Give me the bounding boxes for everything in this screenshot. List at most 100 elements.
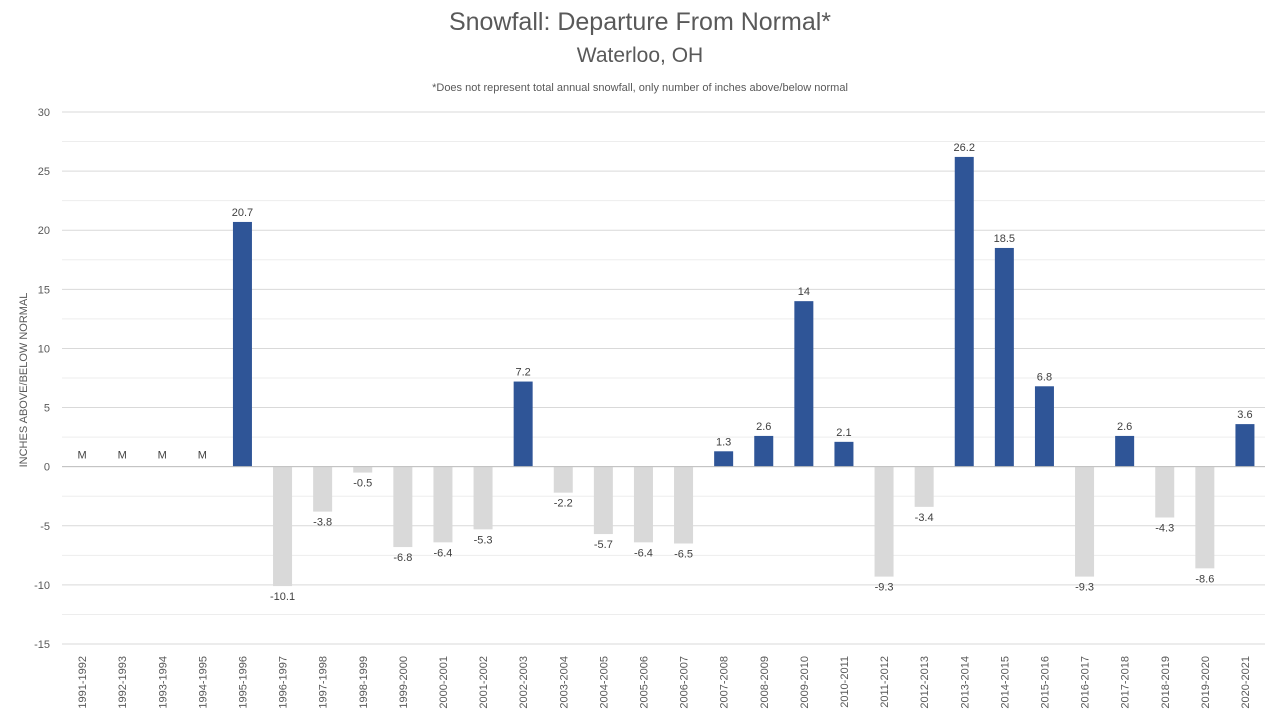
data-label: 26.2: [954, 142, 975, 154]
x-tick-label: 2016-2017: [1080, 656, 1092, 709]
data-label: 18.5: [994, 233, 1015, 245]
data-label: -3.8: [313, 517, 332, 529]
y-tick-label: -5: [40, 521, 50, 533]
data-label: -6.4: [433, 547, 452, 559]
bar: [1075, 466, 1095, 577]
bar: [754, 435, 774, 467]
data-label: -8.6: [1195, 573, 1214, 585]
bar: [714, 451, 734, 467]
x-tick-label: 2005-2006: [638, 656, 650, 709]
bar: [232, 221, 252, 467]
x-tick-label: 2003-2004: [558, 656, 570, 709]
chart-subtitle: Waterloo, OH: [576, 44, 704, 67]
x-tick-label: 2015-2016: [1039, 656, 1051, 709]
x-tick-label: 2019-2020: [1200, 656, 1212, 709]
data-label: -6.5: [674, 549, 693, 561]
x-tick-label: 2012-2013: [919, 656, 931, 709]
x-tick-label: 1999-2000: [398, 656, 410, 709]
data-label: -10.1: [270, 591, 295, 603]
bar: [1195, 466, 1215, 569]
x-tick-label: 2004-2005: [598, 656, 610, 709]
data-label: 20.7: [232, 207, 253, 219]
x-tick-label: 2011-2012: [879, 656, 891, 708]
x-tick-label: 1993-1994: [157, 656, 169, 709]
data-label: -9.3: [1075, 582, 1094, 594]
data-label: 3.6: [1237, 409, 1252, 421]
bar: [593, 466, 613, 535]
bar: [1034, 386, 1054, 467]
y-tick-label: 25: [38, 166, 50, 178]
data-label: -9.3: [875, 582, 894, 594]
y-tick-label: 20: [38, 225, 50, 237]
x-tick-label: 1992-1993: [117, 656, 129, 709]
x-tick-label: 2002-2003: [518, 656, 530, 709]
bar: [633, 466, 653, 543]
bar: [1155, 466, 1175, 518]
data-label: -2.2: [554, 498, 573, 510]
bar: [994, 247, 1014, 467]
data-label: M: [118, 450, 127, 462]
bar: [433, 466, 453, 543]
x-tick-label: 1997-1998: [318, 656, 330, 709]
data-label: 7.2: [516, 367, 531, 379]
bar: [1115, 435, 1135, 467]
data-label: -5.3: [474, 534, 493, 546]
bar: [874, 466, 894, 577]
bar: [553, 466, 573, 493]
y-tick-label: -10: [34, 580, 50, 592]
x-tick-label: 2008-2009: [759, 656, 771, 709]
chart-note: *Does not represent total annual snowfal…: [432, 82, 848, 94]
x-tick-label: 2000-2001: [438, 656, 450, 709]
x-tick-label: 2018-2019: [1160, 656, 1172, 709]
y-tick-label: 10: [38, 343, 50, 355]
x-tick-label: 1998-1999: [358, 656, 370, 709]
data-label: 2.6: [1117, 421, 1132, 433]
y-tick-label: 5: [44, 403, 50, 415]
x-tick-label: 2001-2002: [478, 656, 490, 709]
data-label: -0.5: [353, 478, 372, 490]
data-label: -5.7: [594, 539, 613, 551]
bar: [473, 466, 493, 530]
data-label: 2.6: [756, 421, 771, 433]
bar: [954, 156, 974, 467]
x-tick-label: 2007-2008: [719, 656, 731, 709]
x-tick-label: 1996-1997: [278, 656, 290, 709]
x-tick-label: 2009-2010: [799, 656, 811, 709]
x-tick-label: 2020-2021: [1240, 656, 1252, 709]
data-label: -6.4: [634, 547, 653, 559]
bar: [794, 301, 814, 467]
x-tick-label: 2017-2018: [1120, 656, 1132, 709]
x-tick-label: 2013-2014: [959, 656, 971, 709]
y-tick-label: 30: [38, 107, 50, 119]
data-label: -4.3: [1155, 523, 1174, 535]
y-tick-label: -15: [34, 639, 50, 651]
bar: [674, 466, 694, 544]
x-tick-label: 1991-1992: [77, 656, 89, 709]
data-label: M: [77, 450, 86, 462]
bar: [513, 381, 533, 467]
data-label: 2.1: [836, 427, 851, 439]
data-label: M: [198, 450, 207, 462]
bar: [273, 466, 293, 587]
bar: [393, 466, 413, 548]
data-label: 6.8: [1037, 371, 1052, 383]
bar: [834, 441, 854, 467]
x-tick-label: 1994-1995: [197, 656, 209, 709]
data-label: 1.3: [716, 436, 731, 448]
data-label: 14: [798, 286, 810, 298]
data-label: M: [158, 450, 167, 462]
data-label: -3.4: [915, 512, 934, 524]
data-label: -6.8: [393, 552, 412, 564]
x-tick-label: 2010-2011: [839, 656, 851, 708]
x-tick-label: 2006-2007: [679, 656, 691, 709]
bar: [313, 466, 333, 512]
bar: [353, 466, 373, 473]
y-axis-label: INCHES ABOVE/BELOW NORMAL: [18, 293, 30, 468]
bar: [1235, 424, 1255, 467]
x-tick-label: 1995-1996: [237, 656, 249, 709]
chart-title: Snowfall: Departure From Normal*: [448, 8, 832, 36]
y-tick-label: 0: [44, 462, 50, 474]
bar: [914, 466, 934, 507]
y-tick-label: 15: [38, 284, 50, 296]
